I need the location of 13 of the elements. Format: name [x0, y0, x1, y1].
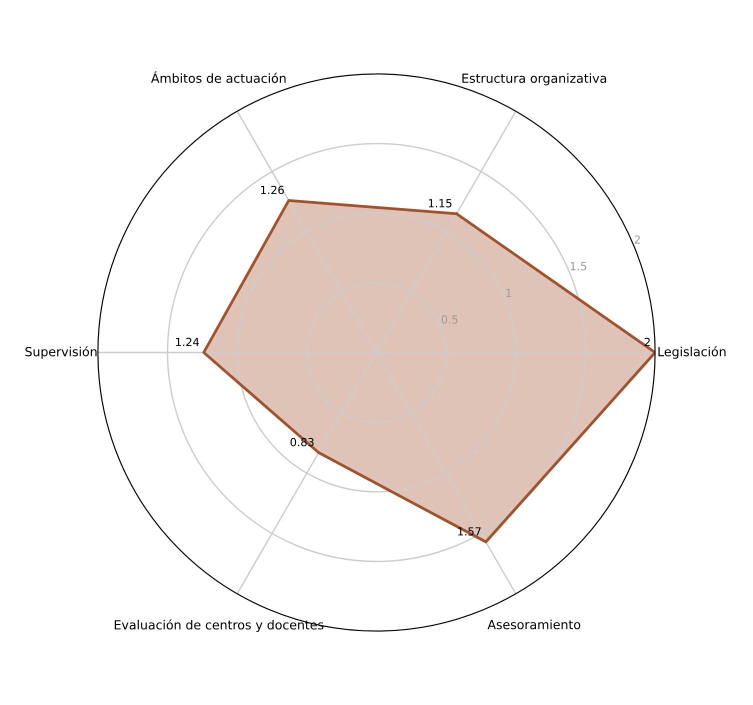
spoke-label: Legislación: [658, 346, 726, 359]
spoke-label: Asesoramiento: [488, 620, 580, 630]
data-label: 2: [644, 338, 650, 346]
spoke-label: Supervisión: [25, 346, 97, 359]
spoke-label: Ámbitos de actuación: [151, 71, 286, 83]
y-tick-label: 1.5: [570, 262, 586, 270]
data-label: 1.24: [176, 338, 199, 346]
spoke-label: Evaluación de centros y docentes: [114, 619, 324, 632]
y-tick-label: 0.5: [442, 315, 458, 324]
spoke-label: Estructura organizativa: [462, 73, 606, 86]
data-label: 1.26: [261, 186, 284, 194]
y-tick-label: 1: [506, 288, 512, 297]
data-label: 1.15: [428, 199, 452, 208]
